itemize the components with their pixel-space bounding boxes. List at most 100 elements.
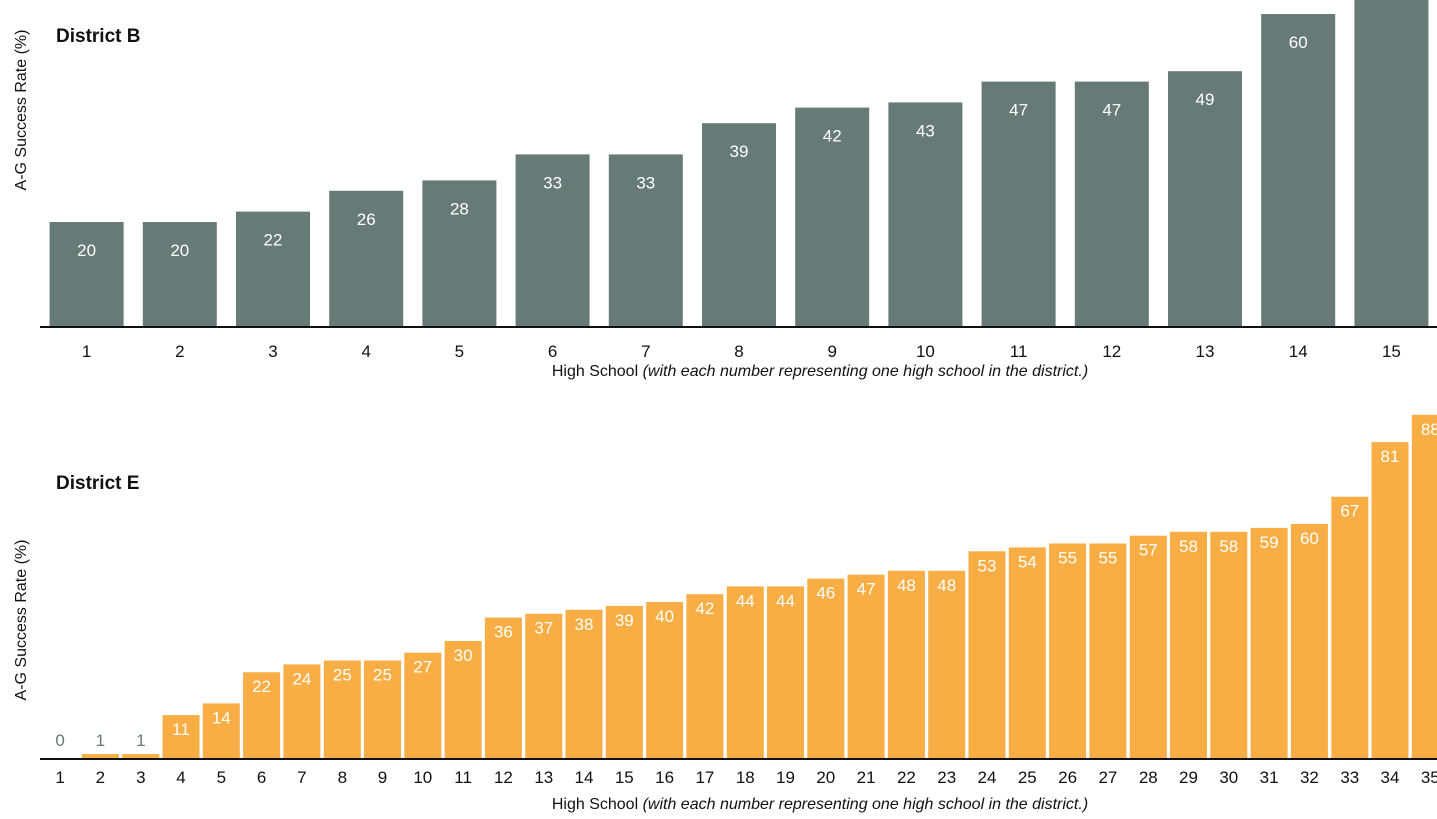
data-label-11: 30	[454, 646, 473, 665]
data-label-4: 11	[172, 720, 190, 739]
x-tick-label-9: 9	[378, 768, 387, 787]
bars-group	[81, 414, 1437, 758]
x-tick-label-11: 11	[454, 768, 472, 787]
data-label-16: 40	[655, 607, 674, 626]
bar-28	[1129, 535, 1167, 758]
data-label-33: 67	[1340, 502, 1359, 521]
x-tick-label-20: 20	[816, 768, 835, 787]
data-label-35: 88	[1421, 420, 1437, 439]
x-tick-label-1: 1	[55, 768, 64, 787]
x-tick-label-13: 13	[534, 768, 553, 787]
data-label-8: 25	[333, 666, 352, 685]
y-axis-label: A-G Success Rate (%)	[13, 30, 30, 191]
bar-16	[646, 602, 684, 758]
data-label-20: 46	[816, 584, 835, 603]
x-tick-label-7: 7	[641, 342, 650, 361]
x-tick-label-22: 22	[897, 768, 916, 787]
bar-6	[515, 154, 590, 326]
bar-32	[1290, 524, 1328, 758]
x-tick-label-3: 3	[136, 768, 145, 787]
bar-12	[1074, 81, 1149, 326]
bar-25	[1008, 547, 1046, 758]
data-label-3: 22	[264, 231, 283, 250]
bars-group	[49, 0, 1429, 327]
data-label-25: 54	[1018, 552, 1037, 571]
x-tick-label-10: 10	[916, 342, 935, 361]
data-label-10: 27	[413, 658, 432, 677]
x-tick-label-3: 3	[268, 342, 277, 361]
x-tick-label-23: 23	[937, 768, 956, 787]
data-label-31: 59	[1260, 533, 1279, 552]
data-label-28: 57	[1139, 541, 1158, 560]
x-tick-label-26: 26	[1058, 768, 1077, 787]
x-tick-label-33: 33	[1340, 768, 1359, 787]
bar-26	[1049, 543, 1087, 758]
data-label-14: 38	[575, 615, 594, 634]
x-tick-labels: 1 2 3 4 5 6 7 8 9 10 11 12 13 14 15	[82, 342, 1401, 361]
bar-10	[404, 652, 442, 758]
x-tick-label-12: 12	[494, 768, 513, 787]
x-tick-label-29: 29	[1179, 768, 1198, 787]
bar-3	[122, 754, 160, 758]
bar-8	[702, 123, 776, 326]
x-tick-label-28: 28	[1139, 768, 1158, 787]
x-tick-label-16: 16	[655, 768, 674, 787]
bar-30	[1210, 531, 1248, 758]
bar-14	[565, 609, 603, 758]
x-tick-labels: 1 2 3 4 5 6 7 8 9 10 11 12 13 14 15 16 17 18 19 20 21 22 23 24 2…	[55, 768, 1437, 787]
x-tick-label-13: 13	[1196, 342, 1215, 361]
data-label-3: 1	[136, 731, 145, 750]
bar-13	[525, 613, 563, 758]
chart-panel-district-e: District E A-G Success Rate (%) 0 1 111142…	[13, 414, 1437, 813]
bar-29	[1170, 531, 1207, 758]
data-label-22: 48	[897, 576, 916, 595]
bar-4	[162, 715, 200, 758]
data-label-7: 24	[292, 669, 311, 688]
data-label-30: 58	[1219, 537, 1238, 556]
x-tick-label-17: 17	[695, 768, 714, 787]
chart-panel-district-b: District B A-G Success Rate (%) 20 202226…	[13, 0, 1437, 380]
bar-18	[726, 586, 764, 758]
x-tick-label-4: 4	[361, 342, 370, 361]
x-tick-label-14: 14	[575, 768, 594, 787]
bar-33	[1331, 496, 1369, 758]
x-axis-label-note: (with each number representing one high …	[643, 796, 1089, 813]
bar-15	[605, 605, 643, 758]
x-tick-label-34: 34	[1381, 768, 1400, 787]
data-label-1: 20	[77, 241, 96, 260]
bar-31	[1250, 527, 1288, 758]
data-label-8: 39	[730, 142, 749, 161]
data-label-6: 22	[252, 677, 271, 696]
bar-2	[81, 754, 119, 758]
data-label-11: 47	[1009, 101, 1028, 120]
x-tick-label-18: 18	[736, 768, 755, 787]
x-axis-label-note: (with each number representing one high …	[643, 363, 1089, 380]
bar-8	[323, 660, 361, 758]
bar-27	[1089, 543, 1127, 758]
x-tick-label-1: 1	[82, 342, 91, 361]
data-label-24: 53	[978, 556, 997, 575]
x-tick-label-9: 9	[827, 342, 836, 361]
data-label-26: 55	[1058, 549, 1077, 568]
x-axis-label: High School (with each number representi…	[552, 363, 1088, 380]
x-axis-label-main: High School	[552, 363, 638, 380]
data-label-9: 42	[823, 127, 842, 146]
data-label-13: 49	[1196, 90, 1215, 109]
bar-5	[422, 180, 497, 326]
bar-11	[981, 81, 1056, 326]
bar-23	[928, 570, 966, 758]
data-label-32: 60	[1300, 529, 1319, 548]
x-tick-label-2: 2	[96, 768, 105, 787]
chart-title: District B	[56, 26, 140, 47]
bar-21	[847, 574, 885, 758]
bar-2	[142, 222, 217, 326]
data-label-7: 33	[636, 173, 655, 192]
data-label-6: 33	[543, 173, 562, 192]
data-label-34: 81	[1381, 447, 1400, 466]
data-labels-group: 20 20 22 26 28 33 33 39 42 43 47 47 49 60	[77, 33, 1308, 260]
x-tick-label-15: 15	[1382, 342, 1401, 361]
x-tick-label-12: 12	[1102, 342, 1121, 361]
x-tick-label-31: 31	[1260, 768, 1279, 787]
data-label-21: 47	[857, 580, 876, 599]
